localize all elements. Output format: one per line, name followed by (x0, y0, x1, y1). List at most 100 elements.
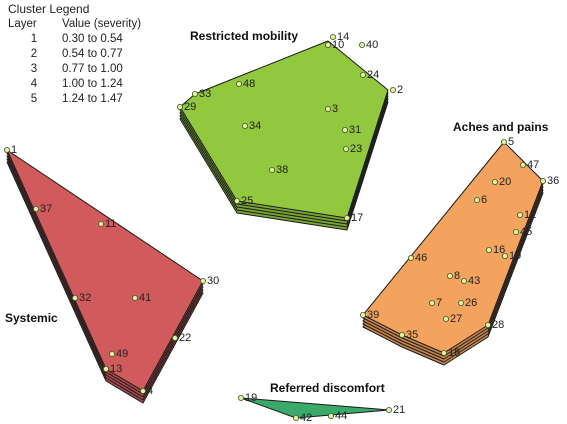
legend-value: 0.77 to 1.00 (62, 63, 123, 75)
statement-label-16: 16 (493, 244, 505, 256)
statement-label-31: 31 (349, 124, 361, 136)
statement-point-13[interactable] (103, 365, 110, 372)
legend-layer: 2 (30, 48, 38, 60)
statement-point-35[interactable] (398, 331, 405, 338)
statement-point-4[interactable] (139, 387, 146, 394)
statement-label-44: 44 (335, 410, 347, 422)
statement-point-49[interactable] (109, 350, 116, 357)
statement-point-41[interactable] (131, 294, 138, 301)
statement-label-2: 2 (397, 84, 403, 96)
statement-label-23: 23 (350, 143, 362, 155)
legend-col-value: Value (severity) (62, 18, 142, 30)
statement-point-19[interactable] (237, 394, 244, 401)
statement-label-11: 11 (105, 218, 116, 230)
statement-point-25[interactable] (233, 197, 240, 204)
statement-point-36[interactable] (540, 177, 547, 184)
legend-row: 1 0.30 to 0.54 (8, 32, 172, 47)
statement-point-37[interactable] (33, 205, 40, 212)
statement-point-19[interactable] (501, 252, 508, 259)
statement-point-16[interactable] (485, 246, 492, 253)
statement-point-44[interactable] (327, 412, 334, 419)
statement-label-22: 22 (179, 332, 191, 344)
statement-point-48[interactable] (235, 81, 242, 88)
legend-row: 2 0.54 to 0.77 (8, 47, 172, 62)
statement-point-27[interactable] (442, 315, 449, 322)
statement-point-1[interactable] (4, 146, 10, 153)
statement-point-20[interactable] (491, 178, 498, 185)
statement-label-19: 19 (245, 392, 257, 404)
legend-value: 1.00 to 1.24 (62, 78, 123, 90)
statement-point-34[interactable] (241, 123, 248, 130)
statement-point-31[interactable] (341, 127, 348, 134)
cluster-layer-1 (240, 397, 390, 419)
cluster-label-referred-discomfort: Referred discomfort (270, 381, 385, 395)
statement-point-46[interactable] (407, 254, 414, 261)
statement-point-47[interactable] (520, 161, 527, 168)
statement-label-36: 36 (547, 175, 559, 187)
legend-row: 4 1.00 to 1.24 (8, 77, 172, 92)
statement-point-11[interactable] (98, 220, 105, 227)
statement-point-18[interactable] (440, 349, 447, 356)
statement-point-45[interactable] (513, 228, 520, 235)
statement-label-35: 35 (406, 329, 418, 341)
legend-layer: 5 (30, 93, 38, 105)
statement-point-32[interactable] (72, 294, 79, 301)
statement-point-30[interactable] (199, 277, 206, 284)
statement-point-8[interactable] (446, 272, 453, 279)
statement-point-3[interactable] (324, 106, 331, 113)
statement-label-19: 19 (509, 250, 521, 262)
statement-label-37: 37 (40, 203, 52, 215)
statement-point-26[interactable] (457, 299, 464, 306)
statement-point-21[interactable] (385, 406, 392, 413)
statement-point-5[interactable] (500, 138, 507, 145)
statement-point-38[interactable] (268, 166, 275, 173)
statement-label-41: 41 (139, 292, 151, 304)
statement-label-33: 33 (199, 88, 211, 100)
statement-label-29: 29 (184, 101, 196, 113)
statement-label-45: 45 (520, 226, 532, 238)
statement-label-32: 32 (79, 292, 91, 304)
statement-point-12[interactable] (517, 211, 524, 218)
statement-label-38: 38 (276, 164, 288, 176)
statement-point-17[interactable] (343, 214, 350, 221)
statement-label-21: 21 (393, 404, 405, 416)
statement-point-33[interactable] (191, 91, 198, 98)
statement-point-22[interactable] (171, 334, 178, 341)
statement-label-13: 13 (110, 363, 122, 375)
statement-point-7[interactable] (428, 299, 435, 306)
legend-layer: 1 (30, 33, 38, 45)
statement-point-23[interactable] (342, 145, 349, 152)
statement-point-2[interactable] (389, 87, 396, 94)
statement-label-48: 48 (243, 78, 255, 90)
statement-label-34: 34 (249, 120, 261, 132)
legend-layer: 3 (30, 63, 38, 75)
statement-point-10[interactable] (324, 42, 331, 49)
statement-label-4: 4 (147, 385, 153, 397)
statement-label-25: 25 (241, 195, 253, 207)
statement-label-28: 28 (492, 319, 504, 331)
statement-point-43[interactable] (460, 277, 467, 284)
statement-label-24: 24 (367, 69, 379, 81)
statement-point-6[interactable] (473, 196, 480, 203)
statement-label-5: 5 (508, 136, 514, 148)
statement-label-49: 49 (116, 348, 128, 360)
statement-label-47: 47 (527, 159, 539, 171)
legend-value: 1.24 to 1.47 (62, 93, 123, 105)
statement-point-14[interactable] (329, 34, 336, 41)
legend-layer: 4 (30, 78, 38, 90)
statement-point-40[interactable] (358, 42, 365, 49)
statement-label-42: 42 (300, 412, 312, 424)
legend-col-layer: Layer (8, 18, 37, 30)
statement-label-46: 46 (415, 252, 427, 264)
statement-label-1: 1 (11, 144, 17, 156)
statement-point-24[interactable] (359, 72, 366, 79)
cluster-label-restricted-mobility: Restricted mobility (190, 29, 299, 43)
statement-point-42[interactable] (292, 414, 299, 421)
legend-header: Layer Value (severity) (8, 17, 172, 32)
statement-label-18: 18 (448, 347, 460, 359)
statement-point-39[interactable] (359, 311, 366, 318)
statement-point-28[interactable] (484, 321, 491, 328)
statement-point-29[interactable] (176, 104, 183, 111)
